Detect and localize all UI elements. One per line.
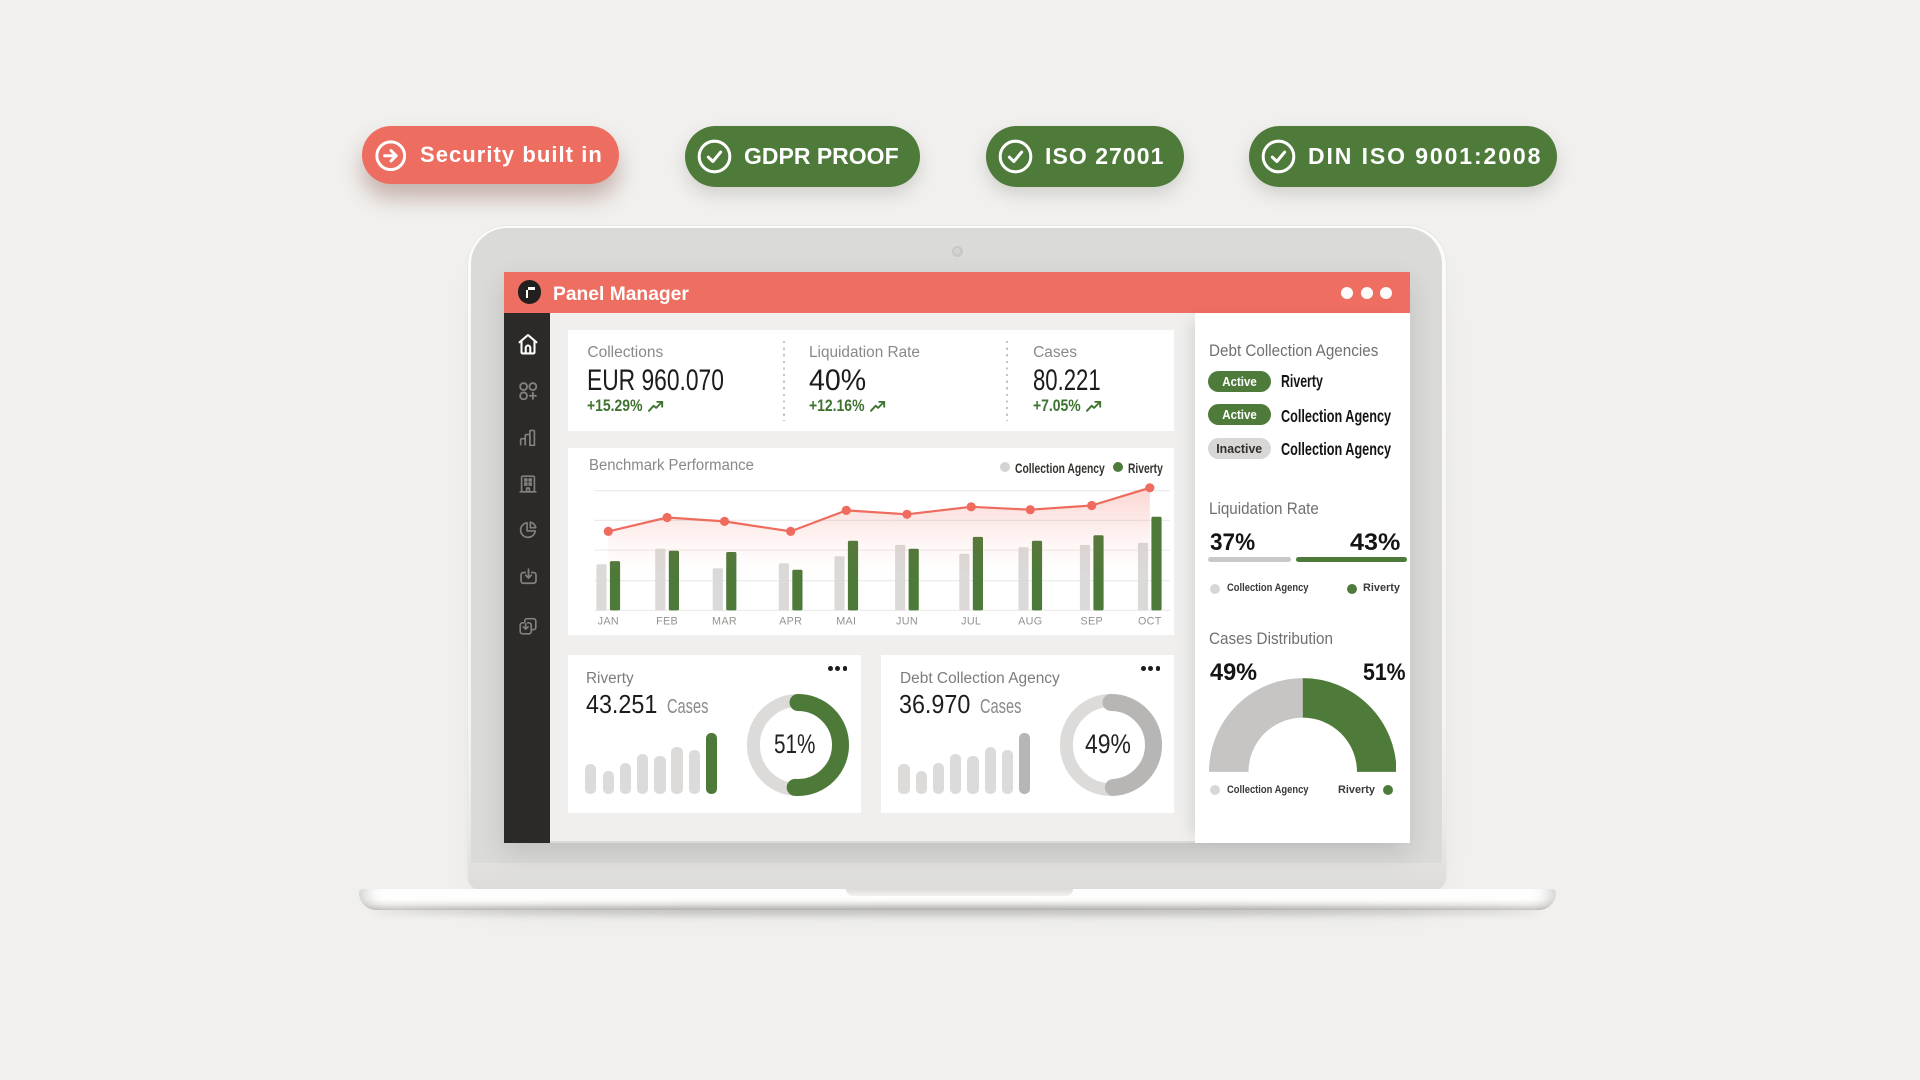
svg-text:JAN: JAN (597, 616, 618, 628)
svg-text:JUN: JUN (896, 616, 918, 628)
svg-text:MAR: MAR (712, 616, 737, 628)
svg-text:MAI: MAI (836, 616, 856, 628)
svg-text:OCT: OCT (1137, 616, 1161, 628)
svg-text:APR: APR (779, 616, 802, 628)
svg-text:SEP: SEP (1080, 616, 1103, 628)
svg-text:JUL: JUL (961, 616, 981, 628)
svg-text:FEB: FEB (656, 616, 678, 628)
svg-text:AUG: AUG (1018, 616, 1042, 628)
